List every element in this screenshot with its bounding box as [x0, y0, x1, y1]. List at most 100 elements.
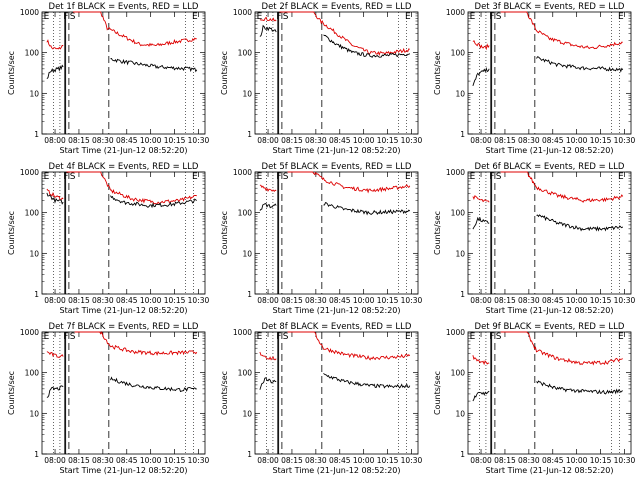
y-axis-label: Counts/sec: [7, 211, 16, 255]
x-tick-label: 08:15: [281, 456, 303, 465]
events-series-line: [110, 57, 198, 73]
y-tick-label: 1: [247, 450, 252, 459]
x-tick-label: 10:15: [377, 136, 399, 145]
y-tick-label: 1000: [233, 328, 252, 337]
lld-series-line: [259, 16, 277, 22]
x-tick-label: 08:30: [305, 136, 327, 145]
x-tick-label: 08:30: [92, 136, 114, 145]
y-tick-label: 100: [25, 209, 40, 218]
x-tick-label: 08:00: [470, 136, 492, 145]
x-tick-label: 10:15: [164, 456, 186, 465]
interval-marker: S: [283, 12, 289, 22]
events-series-line: [259, 377, 277, 390]
x-tick-label: 08:30: [518, 296, 540, 305]
x-tick-label: 10:30: [188, 296, 210, 305]
x-tick-label: 08:45: [542, 136, 564, 145]
x-axis-label: Start Time (21-Jun-12 08:52:20): [60, 146, 188, 155]
x-tick-label: 08:15: [494, 296, 516, 305]
x-tick-label: 08:45: [329, 456, 351, 465]
interval-marker: E: [44, 332, 50, 342]
x-tick-label: 10:15: [164, 136, 186, 145]
interval-marker: F: [63, 12, 68, 22]
x-tick-label: 08:45: [542, 456, 564, 465]
x-tick-label: 10:00: [566, 136, 588, 145]
x-tick-label: 10:00: [140, 136, 162, 145]
lld-series-line: [46, 39, 64, 50]
x-axis-label: Start Time (21-Jun-12 08:52:20): [486, 466, 614, 475]
detector-panel: Det 1f BLACK = Events, RED = LLD 1 10 100 10…: [0, 0, 213, 160]
x-tick-label: 10:15: [590, 136, 612, 145]
events-series-line: [323, 202, 411, 216]
panel-chart: Det 3f BLACK = Events, RED = LLD 1 10 100 10…: [433, 2, 636, 155]
lld-series-line: [66, 171, 197, 205]
x-tick-label: 08:00: [470, 296, 492, 305]
x-tick-label: 10:15: [164, 296, 186, 305]
x-tick-label: 10:30: [401, 296, 423, 305]
y-tick-label: 10: [455, 249, 465, 258]
x-tick-label: 08:45: [116, 296, 138, 305]
panel-title: Det 3f BLACK = Events, RED = LLD: [475, 2, 625, 12]
x-tick-label: 08:15: [68, 136, 90, 145]
events-series-line: [46, 192, 64, 205]
detector-panel: Det 3f BLACK = Events, RED = LLD 1 10 100 10…: [426, 0, 639, 160]
x-tick-label: 08:00: [257, 296, 279, 305]
x-axis-label: Start Time (21-Jun-12 08:52:20): [60, 306, 188, 315]
x-tick-label: 08:30: [305, 456, 327, 465]
interval-marker: E: [257, 12, 263, 22]
x-tick-label: 10:30: [614, 136, 636, 145]
y-tick-label: 10: [455, 89, 465, 98]
x-tick-label: 08:45: [116, 136, 138, 145]
panel-title: Det 6f BLACK = Events, RED = LLD: [475, 162, 625, 172]
y-axis-label: Counts/sec: [433, 51, 442, 95]
events-series-line: [110, 376, 197, 393]
lld-series-line: [73, 11, 197, 47]
y-tick-label: 100: [451, 49, 466, 58]
events-series-line: [472, 67, 490, 87]
plot-frame: [41, 171, 206, 295]
y-tick-label: 1000: [446, 328, 465, 337]
x-tick-label: 08:45: [329, 136, 351, 145]
x-tick-label: 08:00: [44, 136, 66, 145]
x-tick-label: 10:30: [188, 136, 210, 145]
interval-marker: E: [257, 332, 263, 342]
interval-marker: E: [470, 172, 476, 182]
y-tick-label: 1000: [233, 8, 252, 17]
x-tick-label: 08:15: [494, 456, 516, 465]
interval-marker: F: [489, 12, 494, 22]
y-axis-label: Counts/sec: [7, 371, 16, 415]
x-tick-label: 10:30: [614, 456, 636, 465]
y-tick-label: 1: [460, 450, 465, 459]
x-tick-label: 10:15: [590, 296, 612, 305]
y-axis-label: Counts/sec: [220, 211, 229, 255]
interval-marker: S: [70, 172, 76, 182]
panel-title: Det 9f BLACK = Events, RED = LLD: [475, 322, 625, 332]
detector-panel: Det 7f BLACK = Events, RED = LLD 1 10 100 10…: [0, 320, 213, 480]
x-axis-label: Start Time (21-Jun-12 08:52:20): [60, 466, 188, 475]
panel-chart: Det 9f BLACK = Events, RED = LLD 1 10 100 10…: [433, 322, 636, 475]
y-tick-label: 10: [29, 249, 39, 258]
detector-panel: Det 6f BLACK = Events, RED = LLD 1 10 100 10…: [426, 160, 639, 320]
y-tick-label: 1: [34, 290, 39, 299]
detector-panel: Det 9f BLACK = Events, RED = LLD 1 10 100 10…: [426, 320, 639, 480]
interval-marker: S: [283, 172, 289, 182]
x-tick-label: 08:30: [305, 296, 327, 305]
panel-title: Det 4f BLACK = Events, RED = LLD: [49, 162, 199, 172]
y-tick-label: 100: [451, 209, 466, 218]
lld-series-line: [259, 351, 277, 361]
lld-series-line: [287, 171, 411, 194]
interval-marker: E: [618, 172, 624, 182]
events-series-line: [472, 216, 490, 230]
y-tick-label: 1000: [446, 168, 465, 177]
x-tick-label: 08:30: [92, 296, 114, 305]
lld-series-line: [472, 40, 490, 51]
events-series-line: [536, 214, 624, 232]
x-tick-label: 10:00: [140, 456, 162, 465]
y-tick-label: 1000: [233, 168, 252, 177]
x-tick-label: 10:30: [401, 456, 423, 465]
panel-chart: Det 8f BLACK = Events, RED = LLD 1 10 100 10…: [220, 322, 423, 475]
events-series-line: [259, 24, 277, 37]
y-tick-label: 1: [460, 130, 465, 139]
lld-series-line: [287, 331, 411, 361]
x-tick-label: 08:15: [281, 136, 303, 145]
